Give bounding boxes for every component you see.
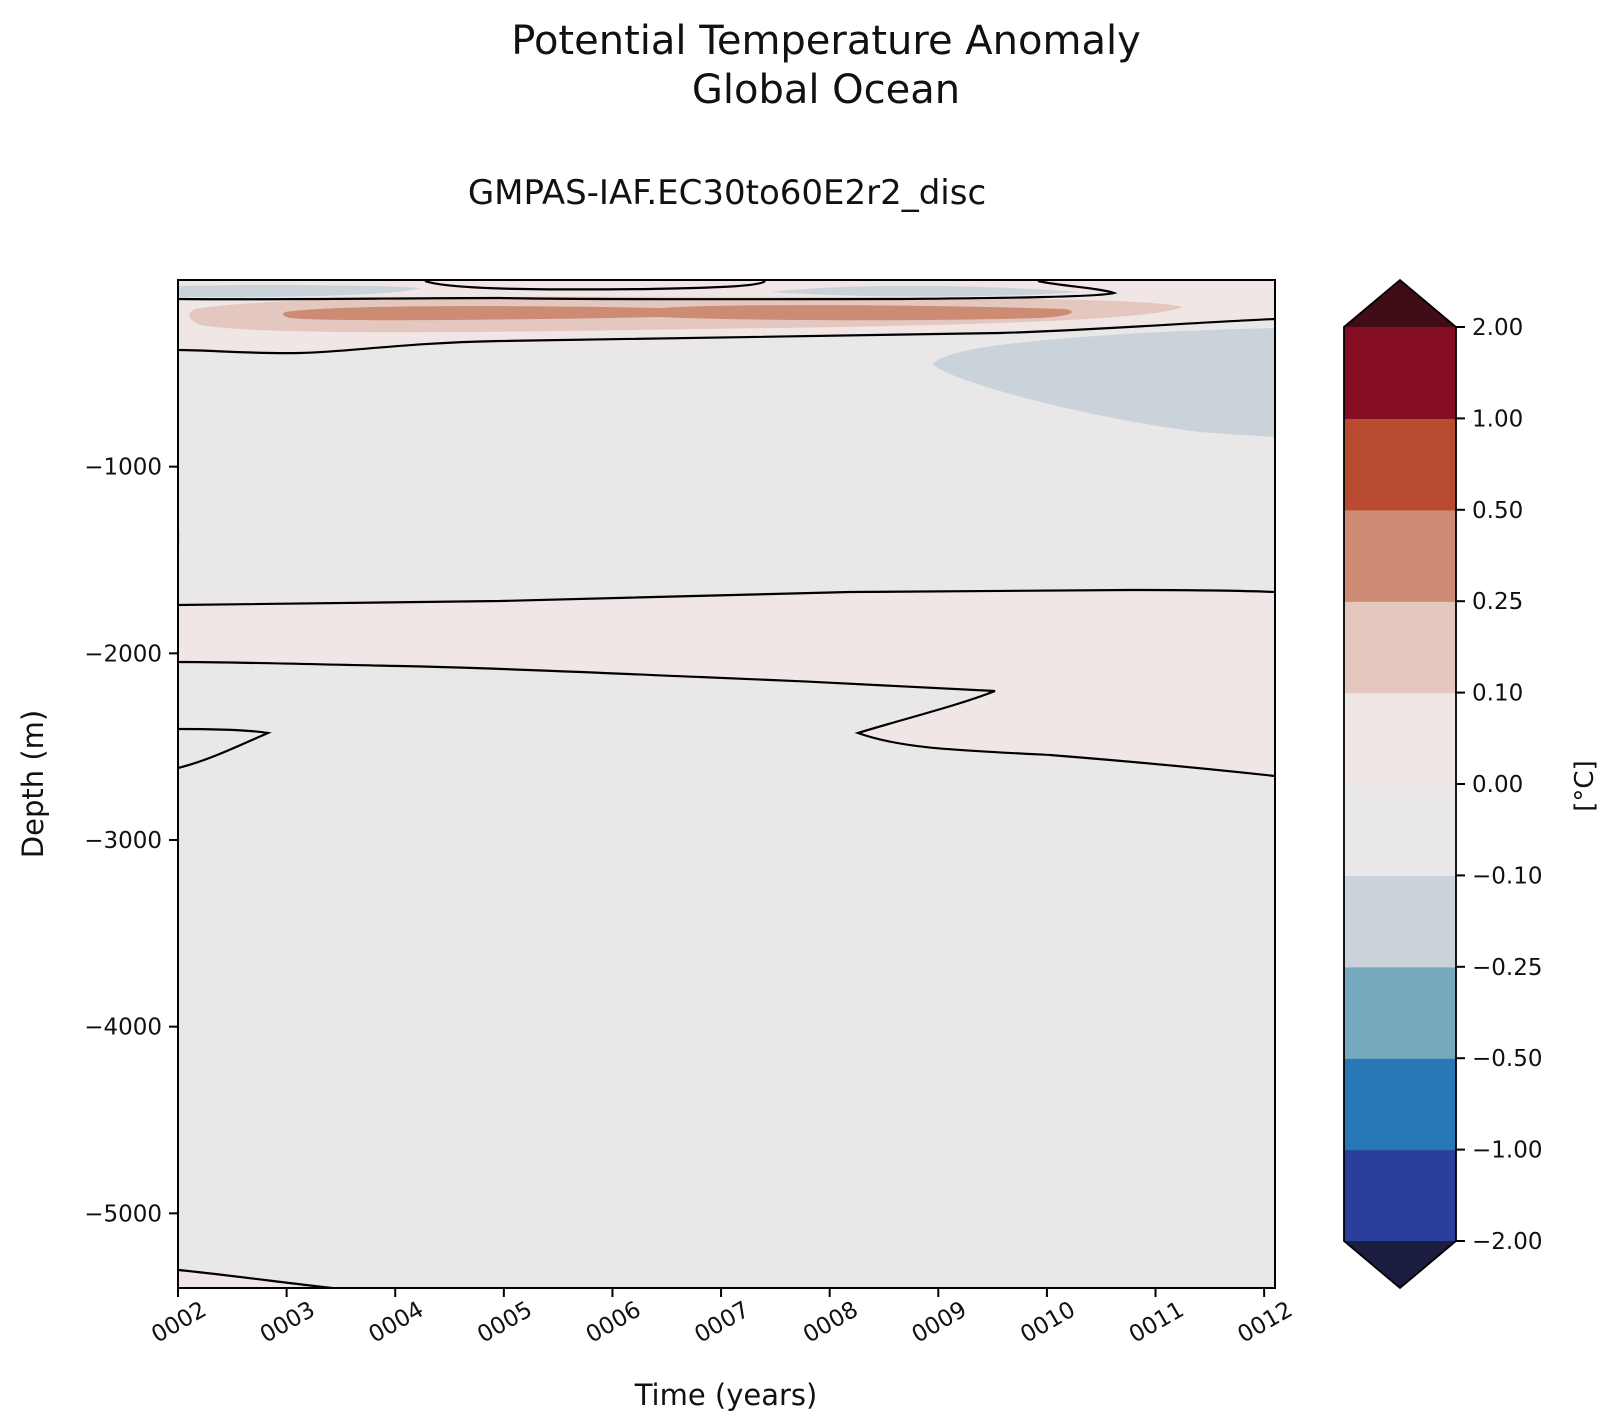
colorbar-segment [1344, 1149, 1456, 1242]
x-tick-label: 0010 [1016, 1297, 1080, 1349]
y-tick-label: −4000 [84, 1015, 162, 1041]
x-tick-label: 0006 [582, 1297, 646, 1349]
x-tick-label: 0011 [1125, 1297, 1189, 1349]
colorbar-extend-low [1344, 1241, 1456, 1288]
y-axis-label: Depth (m) [16, 710, 50, 858]
colorbar-segment [1344, 418, 1456, 511]
upper-surface-cool [178, 284, 420, 298]
mid-depth-warm-band [178, 590, 1275, 776]
colorbar-segment [1344, 875, 1456, 968]
colorbar-segment [1344, 509, 1456, 602]
x-tick-label: 0003 [256, 1297, 320, 1349]
x-tick-label: 0008 [799, 1297, 863, 1349]
contour-line-upper-right [178, 280, 1118, 301]
contour-line-mid-top [178, 588, 1275, 607]
chart-subtitle: GMPAS-IAF.EC30to60E2r2_disc [468, 173, 986, 213]
y-tick-label: −5000 [84, 1201, 162, 1227]
colorbar-label: [°C] [1570, 760, 1600, 811]
contour-line-mid-bottom [178, 660, 1275, 778]
colorbar-tick-label: 0.00 [1472, 772, 1523, 798]
colorbar-tick-label: 0.25 [1472, 589, 1523, 615]
x-tick-label: 0012 [1233, 1297, 1297, 1349]
colorbar-segment [1344, 1058, 1456, 1151]
colorbar-segment [1344, 601, 1456, 694]
colorbar-tick-label: −0.25 [1472, 955, 1542, 981]
x-tick-label: 0009 [908, 1297, 972, 1349]
colorbar-tick-label: −1.00 [1472, 1138, 1542, 1164]
plot-frame [177, 279, 1276, 1289]
colorbar-tick-label: 1.00 [1472, 406, 1523, 432]
colorbar-tick-label: 0.10 [1472, 681, 1523, 707]
y-tick-label: −3000 [84, 828, 162, 854]
upper-warm-max [283, 305, 1072, 321]
upper-surface-cool-2 [770, 285, 1080, 297]
y-tick-label: −2000 [84, 641, 162, 667]
mid-depth-warm-wedge [178, 729, 268, 768]
colorbar-tick-label: −2.00 [1472, 1229, 1542, 1255]
y-tick-label: −1000 [84, 455, 162, 481]
chart-title-line2: Global Ocean [692, 67, 960, 113]
colorbar-segment [1344, 784, 1456, 876]
contour-line-wedge [178, 727, 272, 770]
colorbar-segment [1344, 966, 1456, 1059]
upper-right-cool-patch [933, 328, 1275, 437]
x-tick-label: 0002 [147, 1297, 211, 1349]
x-tick-label: 0005 [473, 1297, 537, 1349]
colorbar-extend-high [1344, 280, 1456, 327]
colorbar: −2.00 −1.00 −0.50 −0.25 −0.10 0.00 0.10 0.25 0.5… [1343, 278, 1542, 1290]
colorbar-tick-label: 2.00 [1472, 315, 1523, 341]
x-axis: 0002 0003 0004 0005 0006 0007 0008 0009 0010 0011… [147, 1288, 1297, 1348]
y-axis: −1000 −2000 −3000 −4000 −5000 [84, 455, 178, 1227]
colorbar-segment [1344, 327, 1456, 419]
chart-title: Potential Temperature Anomaly [511, 18, 1141, 64]
contour-line-upper-lower [178, 317, 1275, 355]
background-fill [178, 280, 1275, 1288]
colorbar-tick-label: −0.10 [1472, 863, 1542, 889]
colorbar-tick-label: 0.50 [1472, 498, 1523, 524]
x-tick-label: 0004 [365, 1297, 429, 1349]
contour-line-upper-top [424, 280, 766, 291]
x-axis-label: Time (years) [634, 1378, 818, 1412]
colorbar-tick-label: −0.50 [1472, 1046, 1542, 1072]
contour-lines [178, 280, 1275, 1288]
plot-area: 0002 0003 0004 0005 0006 0007 0008 0009 0010 0011… [16, 279, 1297, 1412]
colorbar-segment [1344, 692, 1456, 785]
contour-line-bottom [178, 1268, 342, 1288]
x-tick-label: 0007 [690, 1297, 754, 1349]
contour-fills [178, 280, 1275, 1288]
